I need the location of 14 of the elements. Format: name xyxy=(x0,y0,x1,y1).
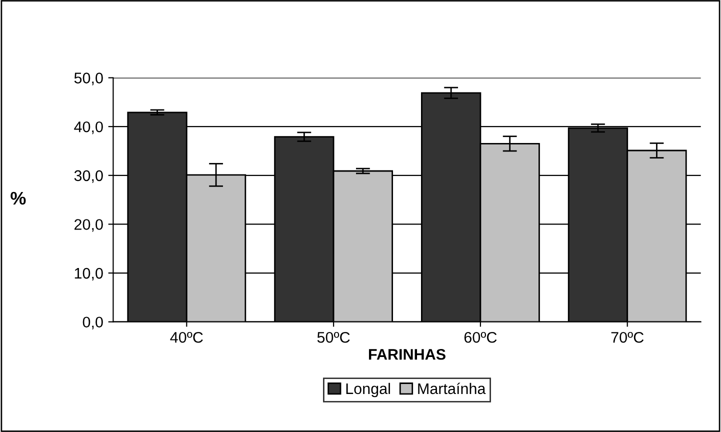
y-tick-label: 0,0 xyxy=(82,316,103,330)
y-tick-label: 20,0 xyxy=(74,219,103,232)
legend-label: Longal xyxy=(346,382,390,398)
y-tick-label: 40,0 xyxy=(74,121,103,134)
legend-label: Martaínha xyxy=(418,382,486,394)
x-tick-label: 60ºC xyxy=(464,332,497,343)
x-tick-label: 40ºC xyxy=(170,332,203,343)
x-tick-label: 70ºC xyxy=(611,332,644,343)
y-tick-label: 50,0 xyxy=(74,72,103,86)
x-axis-title: FARINHAS xyxy=(368,348,446,360)
y-tick-label: 10,0 xyxy=(74,268,103,281)
x-tick-label: 50ºC xyxy=(317,332,350,343)
y-axis-title: % xyxy=(10,192,26,205)
y-tick-label: 30,0 xyxy=(74,170,103,183)
